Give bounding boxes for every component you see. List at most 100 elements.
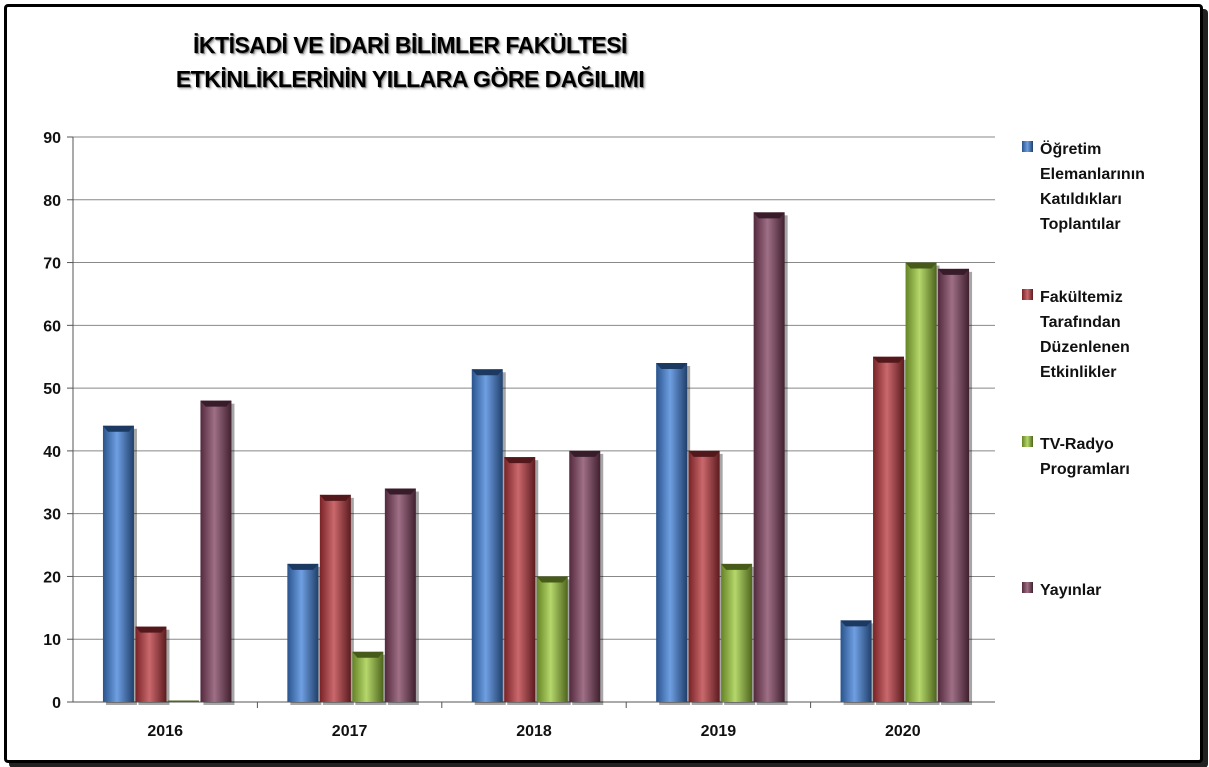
bar-body	[319, 494, 351, 702]
legend-label-line: Toplantılar	[1040, 216, 1121, 233]
bar	[905, 262, 940, 705]
bar	[471, 369, 506, 705]
bar-cap	[287, 563, 319, 570]
bar	[656, 363, 691, 705]
legend-label-line: Elemanlarının	[1040, 166, 1145, 183]
bar-body	[287, 563, 319, 702]
bar-body	[905, 262, 937, 702]
legend-label-line: Etkinlikler	[1040, 364, 1117, 381]
bar	[688, 450, 723, 705]
bar-cap	[721, 563, 753, 570]
x-tick-label: 2020	[885, 723, 921, 740]
bar-cap	[688, 450, 720, 457]
y-tick-label: 70	[43, 256, 61, 273]
bar-body	[938, 268, 970, 702]
bar-body	[536, 576, 568, 702]
chart-title-line-2: ETKİNLİKLERİNİN YILLARA GÖRE DAĞILIMI	[175, 66, 645, 92]
bars	[102, 212, 973, 706]
bar	[319, 494, 354, 705]
legend-label-line: Katıldıkları	[1040, 191, 1122, 208]
legend-label-line: TV-Radyo	[1040, 436, 1114, 453]
y-tick-label: 40	[43, 444, 61, 461]
bar-body	[504, 457, 536, 702]
bar	[384, 488, 419, 705]
legend-label-line: Fakültemiz	[1040, 289, 1123, 306]
legend-label: Öğretim Elemanlarının Katıldıkları Toplantı…	[1040, 137, 1190, 237]
bar-cap	[384, 488, 416, 495]
bar	[102, 425, 137, 705]
bar	[167, 700, 199, 702]
legend-label-line: Öğretim	[1040, 141, 1102, 158]
legend-label: Fakültemiz Tarafından Düzenlenen Etkinlikle…	[1040, 285, 1190, 385]
bar-body	[753, 212, 785, 703]
bar-cap	[200, 400, 232, 407]
bar-cap	[536, 576, 568, 583]
legend-label-line: Tarafından	[1040, 314, 1121, 331]
legend-label: Yayınlar	[1040, 578, 1190, 603]
bar-body	[873, 356, 905, 702]
y-tick-label: 0	[52, 695, 61, 712]
bar-body	[200, 400, 232, 702]
legend-swatch	[1022, 289, 1033, 300]
bar-cap	[135, 626, 167, 633]
bar-body	[688, 450, 720, 702]
y-tick-label: 10	[43, 632, 61, 649]
bar-cap	[352, 651, 384, 658]
bar-body	[167, 700, 199, 702]
y-axis: 0 10 20 30 40 50 60 70 80 90	[43, 130, 74, 712]
y-tick-label: 80	[43, 193, 61, 210]
bar-body	[840, 620, 872, 702]
y-tick-label: 20	[43, 569, 61, 586]
bar	[721, 563, 756, 705]
bar-body	[352, 651, 384, 702]
legend-label: TV-Radyo Programları	[1040, 432, 1190, 482]
x-tick-label: 2017	[332, 723, 368, 740]
chart-title: İKTİSADİ VE İDARİ BİLİMLER FAKÜLTESİ ETK…	[120, 28, 700, 96]
bar-cap	[102, 425, 134, 432]
bar	[753, 212, 788, 706]
bar-body	[656, 363, 688, 702]
bar	[135, 626, 170, 705]
y-tick-label: 50	[43, 381, 61, 398]
bar-cap	[504, 457, 536, 464]
bar	[873, 356, 908, 705]
x-tick-label: 2018	[516, 723, 552, 740]
bar-cap	[569, 450, 601, 457]
bar	[352, 651, 387, 705]
bar-cap	[656, 363, 688, 369]
chart-title-line-1: İKTİSADİ VE İDARİ BİLİMLER FAKÜLTESİ	[193, 32, 627, 58]
bar-cap	[753, 212, 785, 219]
bar-body	[135, 626, 167, 702]
bar	[287, 563, 322, 705]
bar-body	[471, 369, 503, 702]
legend-label-line: Yayınlar	[1040, 582, 1102, 599]
bar-cap	[938, 268, 970, 275]
x-axis: 2016 2017 2018 2019 2020	[73, 701, 995, 740]
y-tick-label: 60	[43, 318, 61, 335]
bar-body	[384, 488, 416, 702]
y-tick-label: 90	[43, 130, 61, 147]
legend-swatch	[1022, 141, 1033, 152]
legend-swatch	[1022, 582, 1033, 593]
legend-label-line: Düzenlenen	[1040, 339, 1130, 356]
bar-cap	[905, 262, 937, 269]
x-tick-label: 2019	[701, 723, 737, 740]
bar	[504, 457, 539, 705]
bar-body	[102, 425, 134, 702]
bar	[938, 268, 973, 705]
legend-swatch	[1022, 436, 1033, 447]
bar	[569, 450, 604, 705]
legend-label-line: Programları	[1040, 461, 1130, 478]
bar-cap	[319, 494, 351, 501]
bar-cap	[873, 356, 905, 363]
bar	[536, 576, 571, 705]
bar-cap	[471, 369, 503, 376]
bar	[840, 620, 875, 705]
bar-body	[721, 563, 753, 702]
bar	[200, 400, 235, 705]
bar-body	[569, 450, 601, 702]
bar-cap	[840, 620, 872, 627]
x-tick-label: 2016	[147, 723, 183, 740]
y-tick-label: 30	[43, 507, 61, 524]
